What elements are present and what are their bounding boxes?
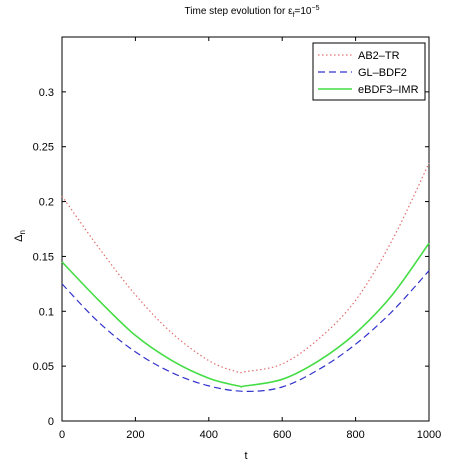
tick-layer: 0 200 400 600 800 1000 0 0.05 0.1 0.15 0.2 0.25 0.3 — [33, 37, 441, 441]
y-tick-label: 0 — [48, 416, 54, 428]
chart-title: Time step evolution for εf=10−5 — [185, 5, 320, 19]
x-tick-label: 0 — [59, 429, 65, 441]
plot-frame — [61, 36, 430, 422]
y-tick-label: 0.3 — [39, 87, 54, 99]
x-tick-label: 600 — [273, 429, 291, 441]
legend-label-1: GL–BDF2 — [358, 67, 407, 79]
y-tick-label: 0.1 — [39, 306, 54, 318]
legend-label-2: eBDF3–IMR — [358, 84, 419, 96]
series-line-0 — [61, 162, 430, 374]
series-line-2 — [61, 242, 430, 388]
x-tick-label: 400 — [200, 429, 218, 441]
legend-label-0: AB2–TR — [358, 50, 400, 62]
x-tick-label: 1000 — [417, 429, 441, 441]
x-tick-label: 200 — [126, 429, 144, 441]
series-line-1 — [61, 270, 430, 392]
y-tick-label: 0.2 — [39, 197, 54, 209]
y-tick-label: 0.15 — [33, 251, 54, 263]
y-tick-label: 0.25 — [33, 142, 54, 154]
series-layer — [61, 162, 430, 392]
legend: AB2–TR GL–BDF2 eBDF3–IMR — [312, 42, 426, 101]
y-tick-label: 0.05 — [33, 361, 54, 373]
x-axis-label: t — [244, 450, 247, 462]
x-tick-label: 800 — [346, 429, 364, 441]
y-axis-label: Δn — [13, 230, 27, 242]
